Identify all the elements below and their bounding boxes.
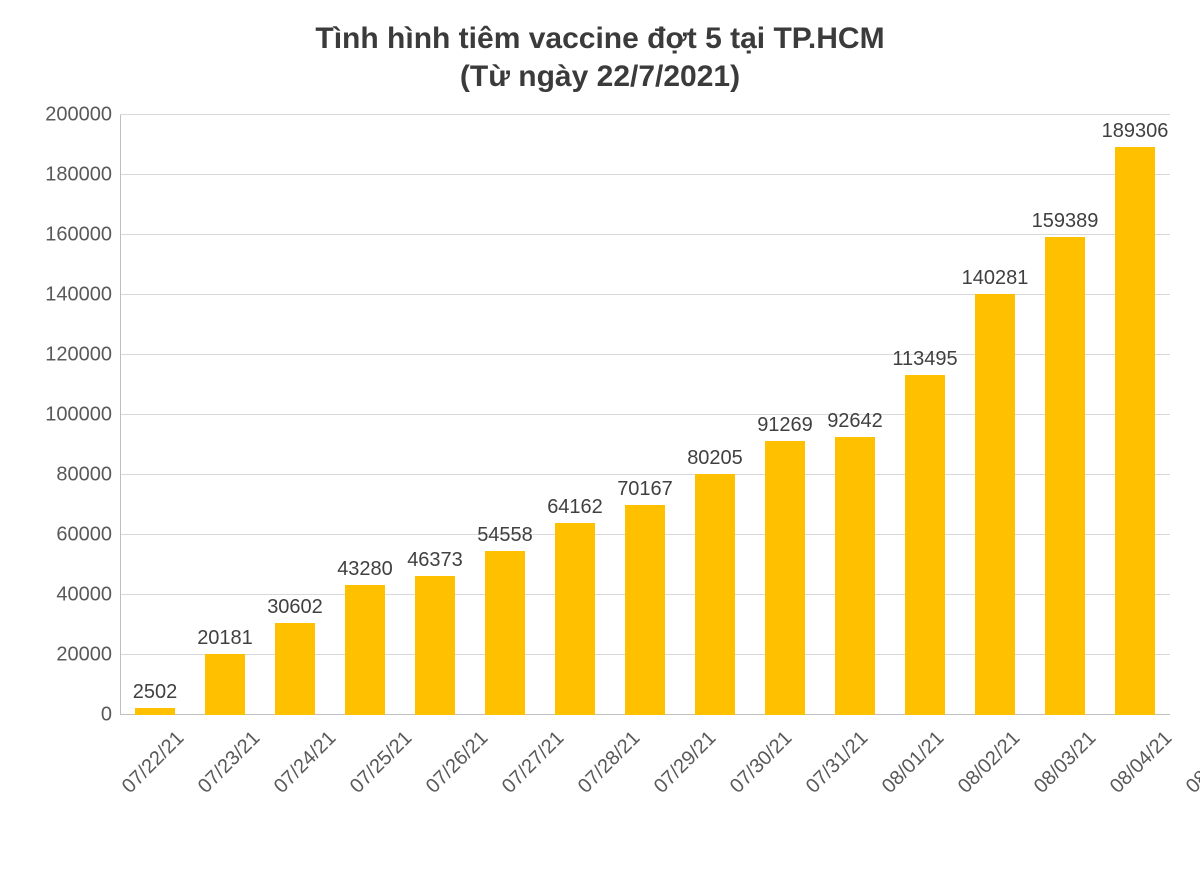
bar: 30602 — [275, 623, 316, 715]
bar-slot: 64162 — [540, 115, 610, 715]
bar: 54558 — [485, 551, 526, 715]
x-axis: 07/22/2107/23/2107/24/2107/25/2107/26/21… — [120, 721, 1200, 861]
chart-title: Tình hình tiêm vaccine đợt 5 tại TP.HCM … — [30, 20, 1170, 95]
y-tick-label: 120000 — [45, 344, 112, 367]
bar-slot: 46373 — [400, 115, 470, 715]
bar-slot: 113495 — [890, 115, 960, 715]
bar: 113495 — [905, 375, 946, 715]
y-tick-label: 100000 — [45, 404, 112, 427]
bar-slot: 54558 — [470, 115, 540, 715]
bar: 189306 — [1115, 147, 1156, 715]
bar-value-label: 189306 — [1102, 120, 1169, 143]
bar-value-label: 70167 — [617, 478, 673, 501]
bar: 92642 — [835, 437, 876, 715]
y-tick-label: 60000 — [56, 524, 112, 547]
bar-slot: 140281 — [960, 115, 1030, 715]
x-tick-label: 08/05/21 — [1184, 721, 1200, 861]
bar-value-label: 64162 — [547, 496, 603, 519]
x-tick-label: 07/22/21 — [120, 721, 196, 861]
bar: 80205 — [695, 474, 736, 715]
x-tick-label: 07/28/21 — [576, 721, 652, 861]
vaccine-bar-chart: Tình hình tiêm vaccine đợt 5 tại TP.HCM … — [0, 0, 1200, 894]
bar: 43280 — [345, 585, 386, 715]
bar-value-label: 92642 — [827, 410, 883, 433]
bar: 140281 — [975, 294, 1016, 715]
bar-slot: 20181 — [190, 115, 260, 715]
bar-value-label: 91269 — [757, 414, 813, 437]
x-tick-label: 07/26/21 — [424, 721, 500, 861]
bar-slot: 80205 — [680, 115, 750, 715]
bar-value-label: 30602 — [267, 596, 323, 619]
bar-slot: 92642 — [820, 115, 890, 715]
bar-value-label: 140281 — [962, 267, 1029, 290]
y-axis: 0200004000060000800001000001200001400001… — [30, 115, 120, 715]
bar-slot: 189306 — [1100, 115, 1170, 715]
x-tick-label: 07/29/21 — [652, 721, 728, 861]
bar-value-label: 80205 — [687, 447, 743, 470]
bar: 20181 — [205, 654, 246, 715]
chart-title-line1: Tình hình tiêm vaccine đợt 5 tại TP.HCM — [30, 20, 1170, 58]
bar-slot: 2502 — [120, 115, 190, 715]
x-tick-label: 07/30/21 — [728, 721, 804, 861]
bar-value-label: 2502 — [133, 681, 178, 704]
bar-value-label: 20181 — [197, 627, 253, 650]
bar-value-label: 46373 — [407, 549, 463, 572]
bar-value-label: 159389 — [1032, 210, 1099, 233]
x-tick-label: 08/02/21 — [956, 721, 1032, 861]
y-tick-label: 0 — [101, 704, 112, 727]
x-tick-label: 07/23/21 — [196, 721, 272, 861]
y-tick-label: 80000 — [56, 464, 112, 487]
y-tick-label: 20000 — [56, 644, 112, 667]
y-tick-label: 160000 — [45, 224, 112, 247]
bar: 70167 — [625, 505, 666, 716]
bars-container: 2502 20181 30602 43280 46373 54558 64162 70167 8… — [120, 115, 1170, 715]
bar-slot: 159389 — [1030, 115, 1100, 715]
x-tick-label: 07/27/21 — [500, 721, 576, 861]
plot-area: 0200004000060000800001000001200001400001… — [30, 115, 1170, 715]
x-tick-label: 07/31/21 — [804, 721, 880, 861]
bar-value-label: 54558 — [477, 524, 533, 547]
x-tick-label: 07/24/21 — [272, 721, 348, 861]
bar-slot: 43280 — [330, 115, 400, 715]
x-tick-label: 08/03/21 — [1032, 721, 1108, 861]
bar: 64162 — [555, 523, 596, 715]
x-tick-label: 08/01/21 — [880, 721, 956, 861]
bar: 91269 — [765, 441, 806, 715]
y-tick-label: 140000 — [45, 284, 112, 307]
bar: 159389 — [1045, 237, 1086, 715]
y-tick-label: 180000 — [45, 164, 112, 187]
y-tick-label: 200000 — [45, 104, 112, 127]
chart-title-line2: (Từ ngày 22/7/2021) — [30, 58, 1170, 96]
bar-value-label: 113495 — [892, 348, 957, 371]
bar: 46373 — [415, 576, 456, 715]
bar-slot: 91269 — [750, 115, 820, 715]
bar-slot: 70167 — [610, 115, 680, 715]
bar-slot: 30602 — [260, 115, 330, 715]
x-tick-label: 07/25/21 — [348, 721, 424, 861]
x-tick-label: 08/04/21 — [1108, 721, 1184, 861]
bar: 2502 — [135, 708, 176, 716]
y-tick-label: 40000 — [56, 584, 112, 607]
bar-value-label: 43280 — [337, 558, 393, 581]
